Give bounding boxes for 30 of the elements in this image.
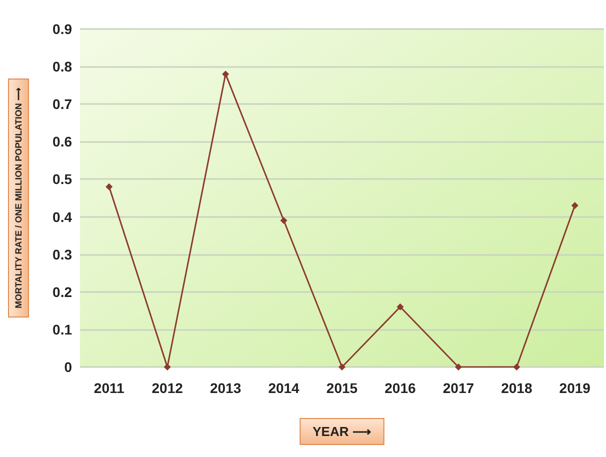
x-tick-label: 2017	[442, 380, 474, 396]
x-tick-label: 2016	[384, 380, 416, 396]
y-axis-title: MORTALITY RATE / ONE MILLION POPULATION ⟶	[14, 88, 24, 308]
point	[164, 364, 171, 370]
x-tick-label: 2015	[326, 380, 358, 396]
x-tick-label: 2011	[94, 380, 125, 396]
y-tick-label: 0.8	[52, 58, 72, 75]
point	[222, 70, 230, 78]
point	[338, 364, 346, 370]
point	[396, 303, 404, 310]
point	[513, 364, 520, 370]
y-tick-label: 0.3	[52, 246, 72, 262]
y-tick-label: 0.9	[52, 21, 72, 37]
x-tick-label: 2018	[501, 380, 532, 396]
point	[106, 183, 113, 190]
y-tick-label: 0.4	[52, 208, 72, 225]
y-tick-label: 0.6	[52, 134, 72, 150]
y-tick-label: 0	[64, 359, 72, 375]
y-tick-label: 0.1	[52, 321, 72, 338]
point	[454, 364, 462, 370]
x-tick-label: 2013	[210, 380, 242, 396]
x-tick-label: 2019	[559, 380, 591, 396]
point	[280, 217, 288, 224]
y-tick-label: 0.7	[52, 96, 72, 112]
y-tick-label: 0.5	[52, 171, 72, 188]
point	[571, 202, 578, 210]
x-tick-label: 2014	[268, 380, 300, 396]
x-tick-label: 2012	[152, 380, 184, 396]
y-tick-label: 0.2	[52, 284, 72, 300]
x-axis-title: YEAR ⟶	[312, 424, 372, 439]
